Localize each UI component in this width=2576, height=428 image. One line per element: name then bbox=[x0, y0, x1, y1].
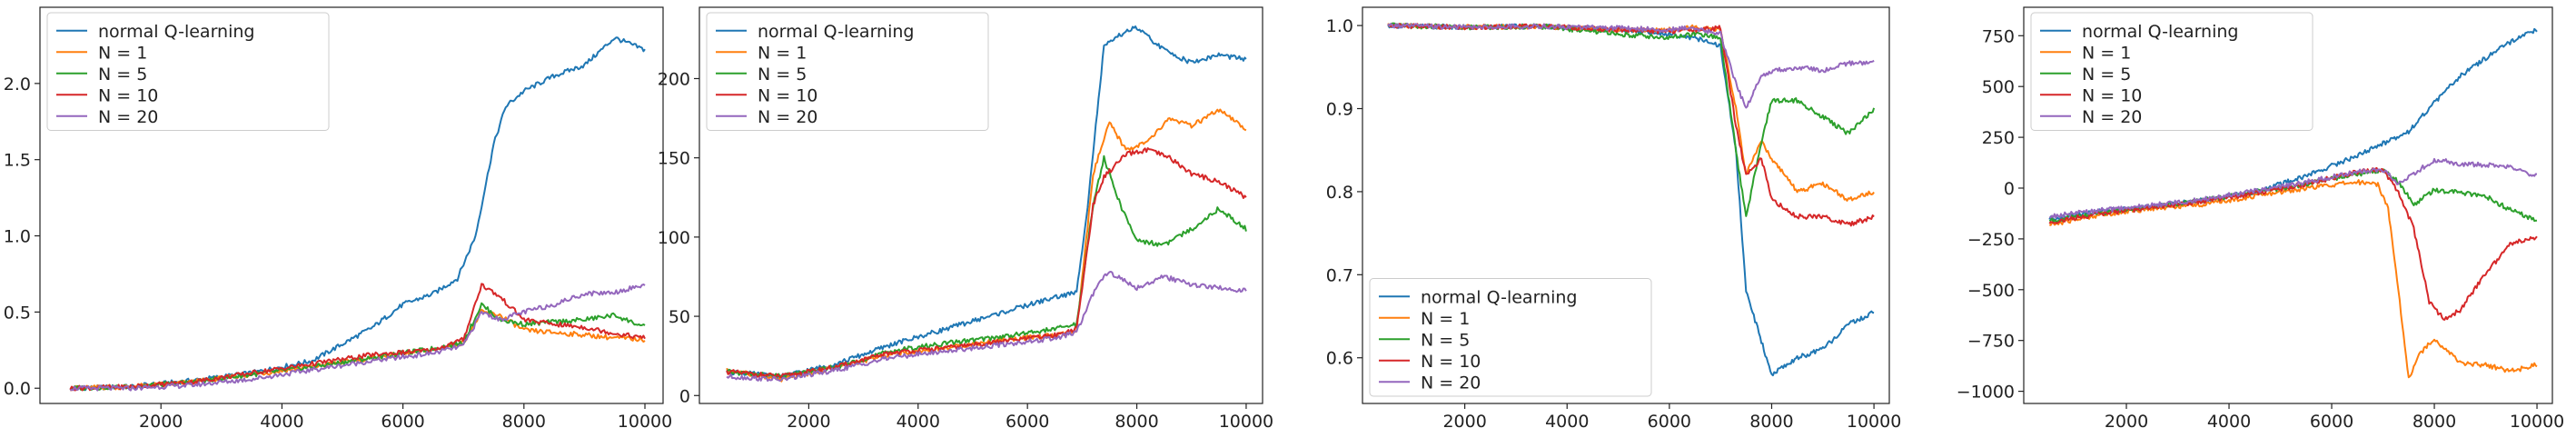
y-tick-label: 0.5 bbox=[4, 303, 31, 323]
x-tick-label: 8000 bbox=[1749, 412, 1793, 428]
legend-label-n20: N = 20 bbox=[758, 107, 817, 127]
series-group bbox=[2048, 27, 2538, 379]
y-tick-label: 0.9 bbox=[1326, 100, 1353, 120]
chart-panel-4: 2000 4000 6000 8000 10000 −1000 −750 −500 −250 0 2… bbox=[1957, 6, 2564, 428]
series-line-n20 bbox=[726, 271, 1247, 383]
legend-label-n5: N = 5 bbox=[98, 65, 147, 85]
x-tick-label: 6000 bbox=[1006, 412, 1049, 428]
legend-label-n5: N = 5 bbox=[2082, 65, 2131, 85]
legend-label-n20: N = 20 bbox=[1421, 373, 1481, 393]
legend-label-n1: N = 1 bbox=[758, 43, 807, 63]
x-tick-label: 10000 bbox=[1219, 412, 1273, 428]
legend-box bbox=[46, 12, 330, 131]
x-tick-label: 6000 bbox=[1648, 412, 1691, 428]
y-tick-label: −1000 bbox=[1957, 383, 2015, 403]
series-line-n10 bbox=[69, 283, 646, 392]
series-line-n20 bbox=[69, 284, 646, 392]
y-tick-label: 0.0 bbox=[4, 379, 31, 399]
y-tick-label: 1.0 bbox=[1326, 16, 1353, 36]
y-tick-label: 2.0 bbox=[4, 75, 31, 95]
legend-label-n20: N = 20 bbox=[2082, 107, 2142, 127]
y-tick-label: −500 bbox=[1967, 281, 2015, 301]
x-tick-label: 2000 bbox=[1442, 412, 1486, 428]
y-tick-label: 750 bbox=[1982, 26, 2015, 46]
x-tick-label: 2000 bbox=[787, 412, 830, 428]
x-tick-label: 4000 bbox=[260, 412, 303, 428]
x-tick-label: 10000 bbox=[618, 412, 672, 428]
chart-panel-3: 2000 4000 6000 8000 10000 0.6 0.7 0.8 0.9 1.0 norm… bbox=[1326, 6, 1901, 428]
legend-label-n1: N = 1 bbox=[2082, 43, 2131, 63]
legend-box bbox=[2030, 12, 2313, 131]
legend-box bbox=[1369, 278, 1652, 397]
series-group bbox=[726, 25, 1247, 383]
series-group bbox=[69, 36, 646, 392]
x-tick-label: 8000 bbox=[2413, 412, 2456, 428]
x-tick-label: 8000 bbox=[1115, 412, 1158, 428]
legend-box bbox=[706, 12, 989, 131]
x-tick-label: 10000 bbox=[2510, 412, 2564, 428]
x-tick-label: 6000 bbox=[381, 412, 424, 428]
series-group bbox=[1387, 22, 1876, 377]
legend-label-n1: N = 1 bbox=[1421, 309, 1470, 329]
y-tick-label: 0 bbox=[679, 386, 690, 406]
x-tick-label: 2000 bbox=[139, 412, 183, 428]
y-tick-label: 200 bbox=[658, 69, 690, 89]
series-line-n20 bbox=[2049, 157, 2538, 219]
legend-label-normal: normal Q-learning bbox=[758, 22, 914, 42]
legend-label-n5: N = 5 bbox=[1421, 330, 1470, 350]
x-tick-label: 6000 bbox=[2310, 412, 2353, 428]
y-tick-label: 50 bbox=[669, 307, 690, 327]
x-tick-label: 10000 bbox=[1847, 412, 1901, 428]
x-tick-label: 4000 bbox=[2207, 412, 2251, 428]
chart-panel-1: 2000 4000 6000 8000 10000 0.0 0.5 1.0 1.5 2.0 norm… bbox=[4, 6, 672, 428]
y-tick-label: 250 bbox=[1982, 128, 2015, 148]
legend-label-normal: normal Q-learning bbox=[1421, 287, 1577, 307]
x-tick-label: 2000 bbox=[2105, 412, 2148, 428]
legend-label-n10: N = 10 bbox=[1421, 352, 1481, 372]
y-tick-label: 150 bbox=[658, 149, 690, 169]
y-tick-label: 500 bbox=[1982, 77, 2015, 97]
legend-label-n10: N = 10 bbox=[2082, 85, 2142, 105]
y-tick-label: 0.8 bbox=[1326, 183, 1353, 203]
legend-label-normal: normal Q-learning bbox=[98, 22, 254, 42]
chart-panel-2: 2000 4000 6000 8000 10000 0 50 100 150 200 normal … bbox=[658, 6, 1273, 428]
y-tick-label: 100 bbox=[658, 228, 690, 248]
series-line-n20 bbox=[1387, 23, 1875, 109]
y-tick-label: 0 bbox=[2004, 179, 2015, 199]
y-tick-label: 0.7 bbox=[1326, 265, 1353, 285]
y-tick-label: 1.0 bbox=[4, 227, 31, 247]
legend-label-n10: N = 10 bbox=[98, 85, 158, 105]
legend-label-n10: N = 10 bbox=[758, 85, 817, 105]
y-tick-label: −250 bbox=[1967, 230, 2015, 250]
legend-label-normal: normal Q-learning bbox=[2082, 22, 2238, 42]
y-tick-label: 1.5 bbox=[4, 151, 31, 171]
legend-label-n5: N = 5 bbox=[758, 65, 807, 85]
y-tick-label: 0.6 bbox=[1326, 349, 1353, 369]
y-tick-label: −750 bbox=[1967, 332, 2015, 352]
legend-label-n20: N = 20 bbox=[98, 107, 158, 127]
legend-label-n1: N = 1 bbox=[98, 43, 147, 63]
x-tick-label: 4000 bbox=[1545, 412, 1589, 428]
x-tick-label: 8000 bbox=[502, 412, 546, 428]
x-tick-label: 4000 bbox=[897, 412, 940, 428]
